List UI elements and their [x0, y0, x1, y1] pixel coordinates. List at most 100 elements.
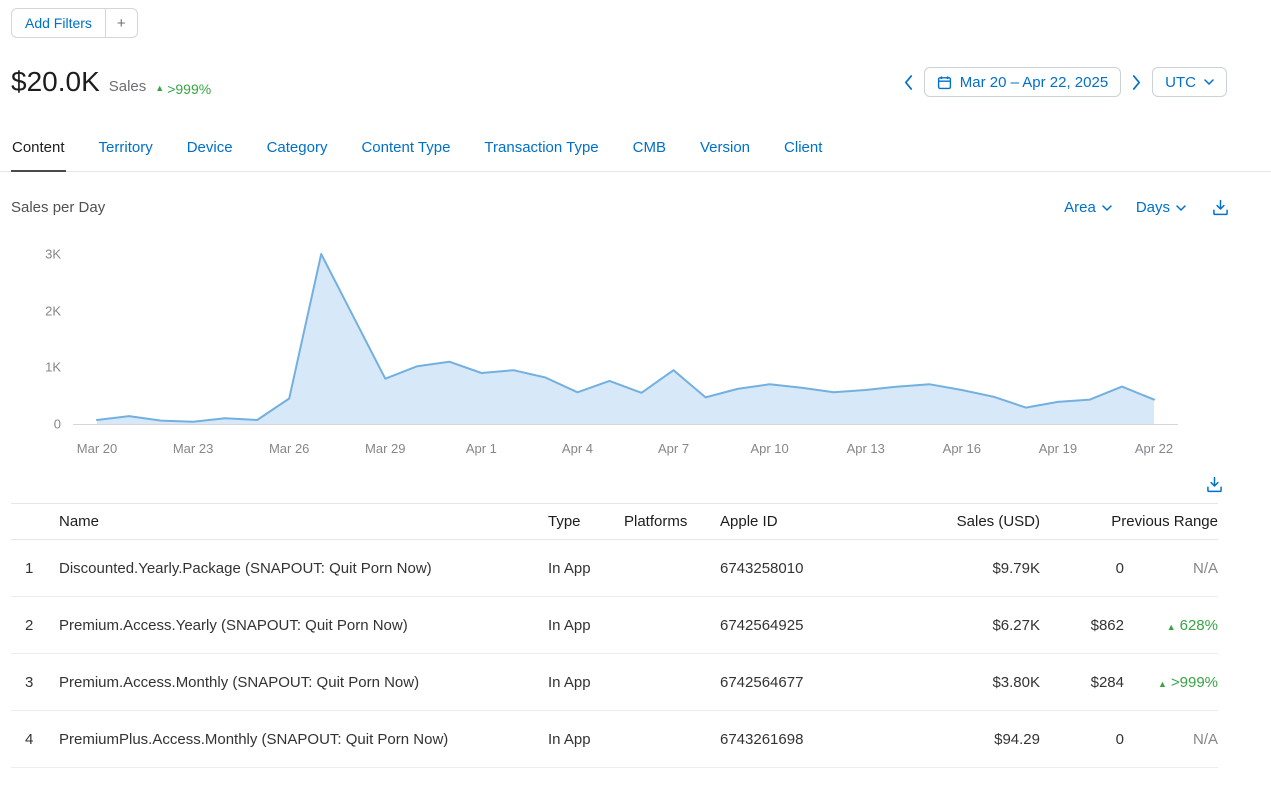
date-next-button[interactable] [1130, 73, 1143, 92]
row-sales: $6.27K [992, 616, 1040, 634]
sales-table: Name Type Platforms Apple ID Sales (USD)… [11, 503, 1218, 768]
table-row[interactable]: 3 Premium.Access.Monthly (SNAPOUT: Quit P… [11, 654, 1218, 711]
row-apple-id: 6742564925 [720, 616, 804, 634]
table-row[interactable]: 1 Discounted.Yearly.Package (SNAPOUT: Qui… [11, 540, 1218, 597]
header-previous-range: Previous Range [1111, 513, 1218, 530]
sales-per-day-chart: 0 1K 2K 3K Mar 20 Mar 23 Mar 26 Mar 29 Apr 1 Apr… [11, 247, 1271, 462]
chevron-down-icon [1176, 204, 1186, 211]
row-apple-id: 6742564677 [720, 673, 804, 691]
row-change: N/A [1124, 560, 1218, 577]
row-sales: $3.80K [992, 673, 1040, 691]
x-axis-label: Apr 10 [750, 441, 789, 456]
row-change: ▲ >999% [1124, 674, 1218, 691]
row-change-value: >999% [1170, 673, 1218, 691]
tab-client[interactable]: Client [784, 139, 823, 156]
timezone-button[interactable]: UTC [1152, 67, 1227, 97]
row-previous-value: $284 [1090, 673, 1124, 691]
sales-change-value: >999% [167, 80, 212, 97]
table-row[interactable]: 2 Premium.Access.Yearly (SNAPOUT: Quit Po… [11, 597, 1218, 654]
header-name: Name [59, 513, 100, 530]
add-filters-group: Add Filters + [11, 8, 138, 38]
sales-change-badge: ▲ >999% [155, 81, 211, 97]
tab-content[interactable]: Content [11, 126, 66, 172]
chart-x-axis: Mar 20 Mar 23 Mar 26 Mar 29 Apr 1 Apr 4 Apr 7 A… [73, 428, 1271, 462]
table-download-button[interactable] [1204, 474, 1225, 495]
summary-row: $20.0K Sales ▲ >999% Mar 20 – Apr 22, 20… [11, 66, 1227, 98]
row-type: In App [548, 730, 591, 748]
row-name: PremiumPlus.Access.Monthly (SNAPOUT: Qui… [59, 730, 449, 748]
tab-category[interactable]: Category [266, 139, 328, 156]
row-type: In App [548, 559, 591, 577]
sales-total: $20.0K [11, 66, 100, 97]
row-change: N/A [1124, 731, 1218, 748]
row-sales: $94.29 [994, 730, 1040, 748]
table-tools [0, 474, 1225, 495]
calendar-icon [937, 75, 952, 90]
row-type: In App [548, 616, 591, 634]
row-name: Premium.Access.Yearly (SNAPOUT: Quit Por… [59, 616, 408, 634]
y-axis-label: 3K [45, 246, 61, 262]
chart-title: Sales per Day [11, 199, 106, 216]
date-range-label: Mar 20 – Apr 22, 2025 [959, 73, 1109, 91]
row-change-value: 628% [1179, 616, 1218, 634]
chart-svg [73, 253, 1178, 425]
add-filters-button[interactable]: Add Filters [12, 9, 105, 37]
date-controls: Mar 20 – Apr 22, 2025 UTC [902, 67, 1227, 97]
sales-summary: $20.0K Sales ▲ >999% [11, 66, 211, 98]
tab-device[interactable]: Device [186, 139, 233, 156]
date-prev-button[interactable] [902, 73, 915, 92]
row-index: 4 [25, 730, 34, 748]
chart-plot[interactable] [73, 252, 1178, 428]
interval-label: Days [1135, 199, 1170, 216]
row-index: 2 [25, 616, 34, 634]
filters-bar: Add Filters + [11, 8, 1271, 38]
tab-transaction-type[interactable]: Transaction Type [484, 139, 599, 156]
row-change-value: N/A [1192, 730, 1218, 748]
chevron-down-icon [1204, 79, 1214, 85]
add-filter-plus-button[interactable]: + [104, 9, 137, 37]
tab-version[interactable]: Version [699, 139, 751, 156]
row-sales: $9.79K [992, 559, 1040, 577]
interval-dropdown[interactable]: Days [1136, 199, 1186, 216]
tab-bar: Content Territory Device Category Content Ty… [0, 126, 1271, 172]
header-platforms: Platforms [624, 513, 688, 530]
chart-type-label: Area [1064, 199, 1096, 216]
x-axis-label: Apr 1 [465, 441, 497, 456]
row-apple-id: 6743261698 [720, 730, 804, 748]
download-icon [1212, 199, 1229, 216]
row-previous-value: 0 [1115, 559, 1124, 577]
chart-section-header: Sales per Day Area Days [11, 197, 1231, 218]
table-row[interactable]: 4 PremiumPlus.Access.Monthly (SNAPOUT: Qu… [11, 711, 1218, 768]
row-name: Premium.Access.Monthly (SNAPOUT: Quit Po… [59, 673, 420, 691]
timezone-label: UTC [1165, 73, 1196, 91]
row-change: ▲ 628% [1124, 617, 1218, 634]
chart-y-axis: 0 1K 2K 3K [11, 247, 73, 432]
up-triangle-icon: ▲ [155, 83, 165, 93]
x-axis-label: Apr 7 [657, 441, 690, 456]
row-change-value: N/A [1192, 559, 1218, 577]
chart-controls: Area Days [1064, 197, 1231, 218]
y-axis-label: 1K [45, 359, 61, 375]
row-name: Discounted.Yearly.Package (SNAPOUT: Quit… [59, 559, 432, 577]
tab-cmb[interactable]: CMB [632, 139, 666, 156]
chart-type-dropdown[interactable]: Area [1064, 199, 1112, 216]
sales-label: Sales [108, 78, 147, 95]
x-axis-label: Mar 26 [268, 441, 310, 456]
y-axis-label: 0 [53, 416, 61, 432]
tab-content-type[interactable]: Content Type [361, 139, 451, 156]
up-triangle-icon: ▲ [1157, 678, 1167, 689]
chart-area [97, 254, 1154, 424]
table-header: Name Type Platforms Apple ID Sales (USD)… [11, 503, 1218, 540]
row-previous-value: $862 [1090, 616, 1124, 634]
table-body: 1 Discounted.Yearly.Package (SNAPOUT: Qui… [11, 540, 1218, 768]
up-triangle-icon: ▲ [1166, 621, 1176, 632]
chart-download-button[interactable] [1210, 197, 1231, 218]
chevron-down-icon [1102, 204, 1112, 211]
header-sales: Sales (USD) [956, 513, 1040, 530]
tab-territory[interactable]: Territory [98, 139, 153, 156]
row-previous-value: 0 [1115, 730, 1124, 748]
y-axis-label: 2K [45, 303, 61, 319]
x-axis-label: Apr 4 [561, 441, 593, 456]
x-axis-label: Mar 20 [76, 441, 118, 456]
date-range-button[interactable]: Mar 20 – Apr 22, 2025 [923, 67, 1122, 97]
